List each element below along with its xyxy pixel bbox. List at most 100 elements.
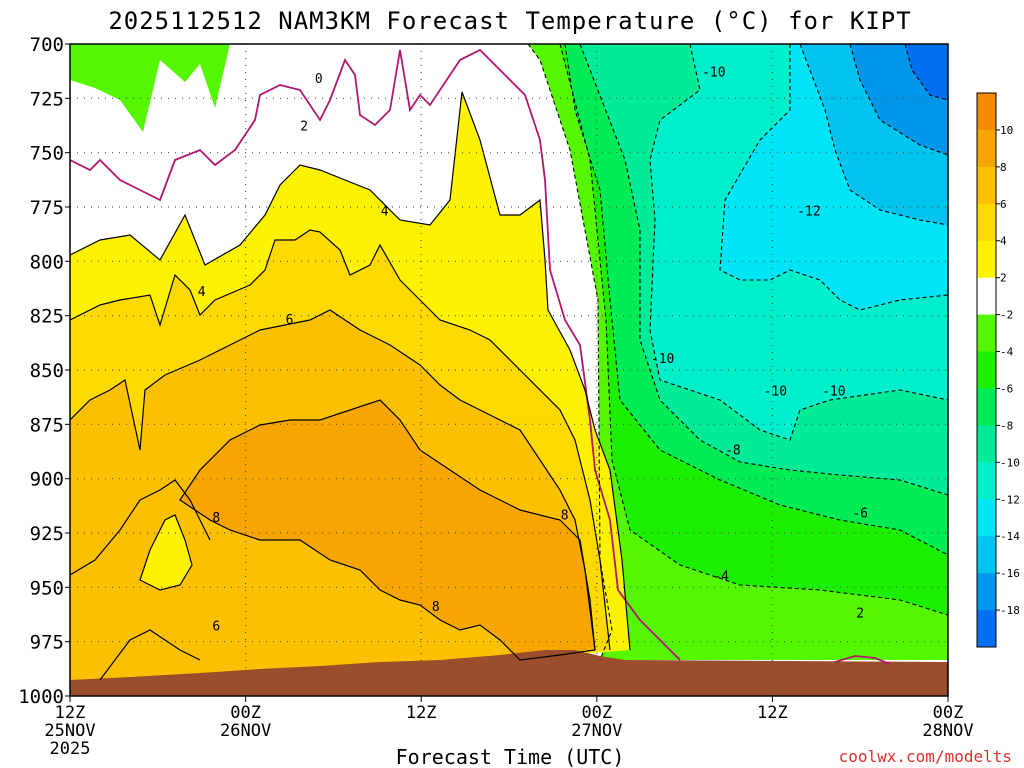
colorbar-frame	[976, 92, 997, 648]
x-tick-label: 28NOV	[922, 721, 973, 741]
contour-label: -10	[651, 352, 674, 367]
x-tick-label: 12Z	[406, 703, 437, 723]
y-tick-label: 950	[30, 577, 64, 599]
contour-labels: 0 2 4 4 6 8 8 8 6 -10 -12 -10 -10 -10 -8 -6 -4 2	[198, 65, 868, 634]
colorbar-segment	[977, 351, 996, 389]
terrain	[70, 650, 948, 696]
contour-label: -6	[852, 506, 868, 521]
colorbar-label: -10	[1000, 456, 1020, 469]
colorbar-segment	[977, 314, 996, 353]
colorbar-label: -18	[1000, 604, 1020, 617]
y-tick-label: 925	[30, 523, 64, 545]
y-tick-label: 875	[30, 414, 64, 436]
colorbar-label: 6	[1000, 198, 1007, 211]
contour-label: -12	[797, 204, 820, 219]
colorbar-segment	[977, 129, 996, 168]
x-tick-label: 00Z	[581, 703, 612, 723]
y-tick-label: 725	[30, 88, 64, 110]
y-tick-label: 850	[30, 360, 64, 382]
band-8-10	[180, 400, 595, 660]
contour-label: 6	[286, 313, 294, 328]
contour-label: 6	[212, 619, 220, 634]
colorbar-label: -6	[1000, 382, 1013, 395]
x-axis-label: Forecast Time (UTC)	[396, 745, 625, 768]
colorbar-segment	[977, 93, 996, 131]
contour-label: 8	[561, 509, 569, 524]
colorbar-label: -12	[1000, 493, 1020, 506]
colorbar-segment	[977, 536, 996, 574]
contour-lines	[70, 44, 948, 681]
contour-label: 2	[856, 606, 864, 621]
contour-4-pocket	[139, 514, 193, 591]
colorbar-segment	[977, 240, 996, 279]
filled-temperature-regions	[70, 44, 948, 696]
y-tick-label: 900	[30, 469, 64, 491]
colorbar-segment	[977, 425, 996, 463]
contour-label: -10	[822, 385, 845, 400]
colorbar-label: 4	[1000, 235, 1007, 248]
contour-minus18	[904, 44, 948, 101]
credit-text: coolwx.com/modelts	[839, 747, 1012, 766]
contour-label: -8	[725, 443, 741, 458]
contour-minus2	[527, 44, 613, 661]
x-tick-label: 27NOV	[571, 721, 622, 741]
band-below-minus18	[905, 44, 948, 100]
colorbar-segment	[977, 610, 996, 648]
colorbar-label: -4	[1000, 346, 1014, 359]
colorbar-segment	[977, 166, 996, 205]
x-tick-label: 00Z	[230, 703, 261, 723]
x-tick-label: 00Z	[933, 703, 964, 723]
colorbar-segment	[977, 203, 996, 242]
colorbar-label: 8	[1000, 161, 1007, 174]
contour-0-freezing-line	[70, 48, 681, 661]
colorbar-label: -2	[1000, 309, 1013, 322]
y-tick-label: 750	[30, 143, 64, 165]
contour-label: 4	[198, 285, 206, 300]
contour-0-surface	[834, 655, 891, 665]
contour-label: -4	[713, 569, 729, 584]
colorbar-label: 2	[1000, 272, 1007, 285]
colorbar: 10 8 6 4 2 -2 -4 -6 -8 -10 -12 -14 -16 -18	[976, 92, 1020, 648]
x-tick-label: 25NOV	[44, 721, 95, 741]
x-tick-label: 2025	[50, 739, 91, 759]
chart-title: 2025112512 NAM3KM Forecast Temperature (…	[108, 7, 911, 35]
contour-label: 8	[432, 600, 440, 615]
colorbar-label: -14	[1000, 530, 1020, 543]
contour-label: 4	[381, 204, 389, 219]
contour-minus12	[719, 44, 948, 311]
contour-minus4	[559, 44, 948, 616]
contour-minus10	[649, 44, 948, 441]
contour-label: 8	[212, 511, 220, 526]
contour-minus16	[849, 44, 948, 156]
contour-6-lower	[70, 479, 211, 681]
y-tick-label: 775	[30, 197, 64, 219]
contour-label: -10	[702, 65, 725, 80]
contour-label: 0	[315, 72, 323, 87]
band-2-4-pocket	[140, 515, 192, 590]
contour-minus14	[799, 44, 948, 226]
colorbar-segment	[977, 462, 996, 500]
y-tick-label: 800	[30, 251, 64, 273]
colorbar-segment	[977, 388, 996, 426]
y-axis-ticks: 700 725 750 775 800 825 850 875 900 925 950 975 1000	[18, 34, 70, 708]
contour-6	[70, 309, 596, 651]
colorbar-segment	[977, 573, 996, 611]
x-tick-label: 12Z	[55, 703, 86, 723]
contour-label: 2	[300, 120, 308, 135]
contour-2	[70, 91, 631, 651]
contour-minus6	[564, 44, 948, 556]
band-minus2-upper-left	[70, 44, 230, 132]
x-tick-label: 26NOV	[220, 721, 271, 741]
colorbar-segment	[977, 499, 996, 537]
y-tick-label: 700	[30, 34, 64, 56]
colorbar-segment	[977, 277, 996, 316]
colorbar-label: -8	[1000, 419, 1013, 432]
y-tick-label: 975	[30, 632, 64, 654]
contour-4	[70, 229, 611, 651]
contour-label: -10	[764, 385, 787, 400]
y-tick-label: 1000	[18, 686, 64, 708]
colorbar-label: 10	[1000, 124, 1013, 137]
x-tick-label: 12Z	[757, 703, 788, 723]
y-tick-label: 825	[30, 306, 64, 328]
